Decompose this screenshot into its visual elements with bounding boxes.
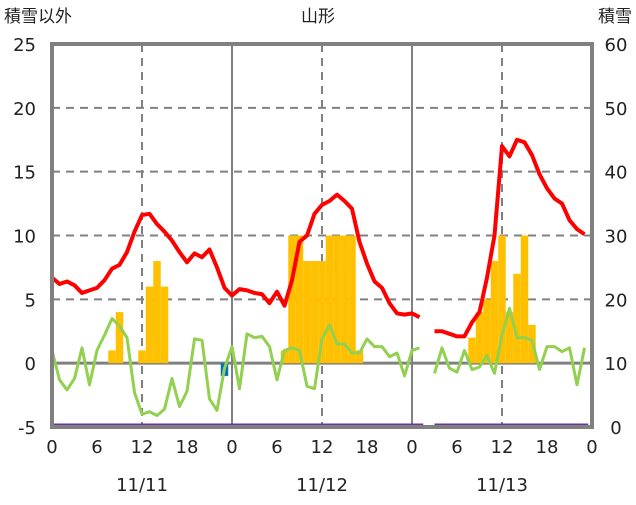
precip-bar [340, 235, 349, 364]
precip-bar [468, 337, 476, 364]
x-tick-label: 6 [91, 437, 102, 458]
x-tick-label: 18 [176, 437, 199, 458]
plot-frame [50, 42, 594, 429]
left-tick-label: 25 [13, 35, 36, 56]
date-label: 11/11 [116, 475, 168, 496]
precip-bar [505, 312, 514, 364]
precip-bar [483, 299, 491, 364]
precip-bar [498, 235, 506, 364]
left-tick-label: 10 [13, 227, 36, 248]
x-tick-label: 6 [271, 437, 282, 458]
precip-bar [280, 350, 289, 364]
precip-bar [108, 350, 116, 364]
x-tick-label: 18 [356, 437, 379, 458]
precip-bar [325, 235, 334, 364]
left-tick-label: 15 [13, 163, 36, 184]
green-series-line [433, 306, 586, 387]
precip-bar [153, 261, 161, 364]
right-axis-label: 積雪 [598, 7, 632, 27]
x-tick-label: 12 [491, 437, 514, 458]
precip-bar [475, 312, 484, 364]
precip-bar [333, 235, 341, 364]
precip-bar [348, 235, 356, 364]
precip-bar [318, 261, 326, 364]
precip-bar [160, 286, 169, 364]
red-series-line [50, 192, 421, 319]
precip-bar [490, 261, 499, 364]
left-tick-label: -5 [18, 418, 36, 439]
green-series-line [50, 316, 420, 418]
precip-bar [513, 273, 521, 364]
x-tick-label: 0 [226, 437, 237, 458]
right-tick-label: 40 [605, 163, 628, 184]
x-tick-label: 6 [451, 437, 462, 458]
precip-bar [520, 235, 529, 364]
x-tick-label: 0 [586, 437, 597, 458]
left-tick-label: 0 [25, 354, 36, 375]
right-tick-label: 30 [605, 227, 628, 248]
right-tick-label: 60 [605, 35, 628, 56]
precip-bar [138, 350, 146, 364]
right-tick-label: 10 [605, 354, 628, 375]
red-series-line [434, 137, 586, 339]
x-tick-label: 12 [131, 437, 154, 458]
precip-bar [295, 235, 304, 364]
left-tick-label: 5 [25, 290, 36, 311]
precip-bar [288, 235, 296, 364]
precip-bar [303, 261, 311, 364]
right-tick-label: 0 [610, 418, 621, 439]
right-tick-label: 20 [605, 290, 628, 311]
x-tick-label: 18 [536, 437, 559, 458]
left-tick-label: 20 [13, 99, 36, 120]
precip-bar [310, 261, 319, 364]
x-tick-label: 12 [311, 437, 334, 458]
date-label: 11/12 [296, 475, 348, 496]
x-tick-label: 0 [46, 437, 57, 458]
left-axis-label: 積雪以外 [4, 7, 72, 27]
right-tick-label: 50 [605, 99, 628, 120]
precip-bar [355, 350, 364, 364]
x-tick-label: 0 [406, 437, 417, 458]
precip-bar [145, 286, 154, 364]
precip-bar [115, 312, 124, 364]
chart-title: 山形 [301, 7, 335, 27]
date-label: 11/13 [476, 475, 528, 496]
